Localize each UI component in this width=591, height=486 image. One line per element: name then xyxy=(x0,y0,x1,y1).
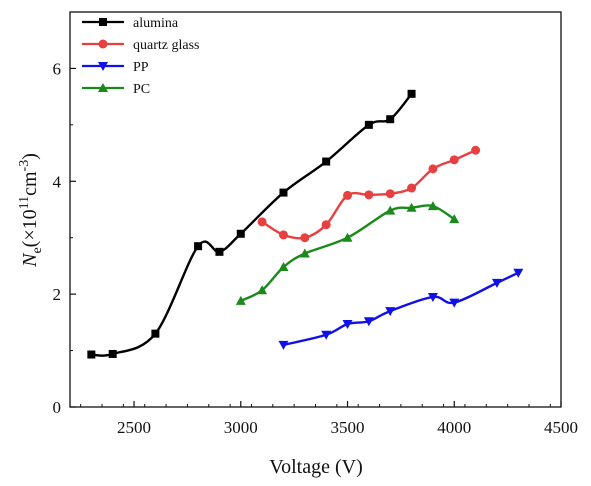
data-point xyxy=(428,164,438,174)
data-point xyxy=(385,189,395,199)
data-point xyxy=(385,205,396,215)
data-point xyxy=(278,340,289,350)
y-tick-label: 4 xyxy=(53,172,62,191)
data-point xyxy=(151,329,160,338)
data-point xyxy=(427,201,438,211)
data-point xyxy=(386,115,395,124)
legend-label: PP xyxy=(133,60,149,75)
legend-marker xyxy=(99,18,107,26)
series-line xyxy=(91,93,413,357)
data-point xyxy=(491,278,502,288)
data-point xyxy=(449,298,460,308)
data-point xyxy=(321,220,331,230)
data-point xyxy=(407,89,416,98)
data-point xyxy=(321,330,332,340)
data-point xyxy=(108,349,117,358)
legend-label: PC xyxy=(133,82,150,97)
data-point xyxy=(449,155,459,165)
data-point xyxy=(513,268,524,278)
data-point xyxy=(236,229,245,238)
data-point xyxy=(194,242,203,251)
data-point xyxy=(363,317,374,327)
data-point xyxy=(364,120,373,129)
data-point xyxy=(87,350,96,359)
series-line xyxy=(240,204,455,303)
legend-marker xyxy=(98,62,108,71)
x-tick-label: 3500 xyxy=(331,418,365,437)
data-point xyxy=(364,190,374,200)
data-point xyxy=(278,230,288,240)
data-point xyxy=(215,247,224,256)
data-point xyxy=(343,190,353,200)
legend: alumina quartz glass PP PC xyxy=(82,16,199,97)
data-point xyxy=(385,307,396,317)
data-point xyxy=(471,145,481,155)
legend-label: alumina xyxy=(133,16,179,31)
data-point xyxy=(407,183,417,193)
y-axis-label: Ne(×1011cm-3) xyxy=(17,153,45,268)
x-tick-label: 4000 xyxy=(437,418,471,437)
legend-label: quartz glass xyxy=(133,38,199,53)
series-layer xyxy=(87,89,524,359)
data-point xyxy=(427,292,438,302)
data-point xyxy=(322,157,331,166)
data-point xyxy=(342,320,353,330)
data-point xyxy=(406,202,417,212)
legend-marker xyxy=(98,39,108,49)
y-tick-label: 2 xyxy=(53,285,62,304)
y-tick-label: 6 xyxy=(53,59,62,78)
x-tick-label: 2500 xyxy=(117,418,151,437)
data-point xyxy=(257,217,267,227)
data-point xyxy=(278,262,289,272)
data-point xyxy=(299,248,310,258)
x-tick-label: 4500 xyxy=(544,418,578,437)
data-point xyxy=(279,188,288,197)
y-tick-label: 0 xyxy=(53,398,62,417)
series-line xyxy=(283,271,519,347)
data-point xyxy=(342,232,353,242)
data-point xyxy=(449,214,460,224)
x-tick-label: 3000 xyxy=(224,418,258,437)
data-point xyxy=(235,295,246,305)
tick-layer: 2500 3000 3500 4000 4500 0 2 4 6 xyxy=(53,59,579,437)
data-point xyxy=(300,233,310,243)
data-point xyxy=(257,285,268,295)
x-axis-label: Voltage (V) xyxy=(269,456,363,478)
legend-marker xyxy=(98,83,108,92)
